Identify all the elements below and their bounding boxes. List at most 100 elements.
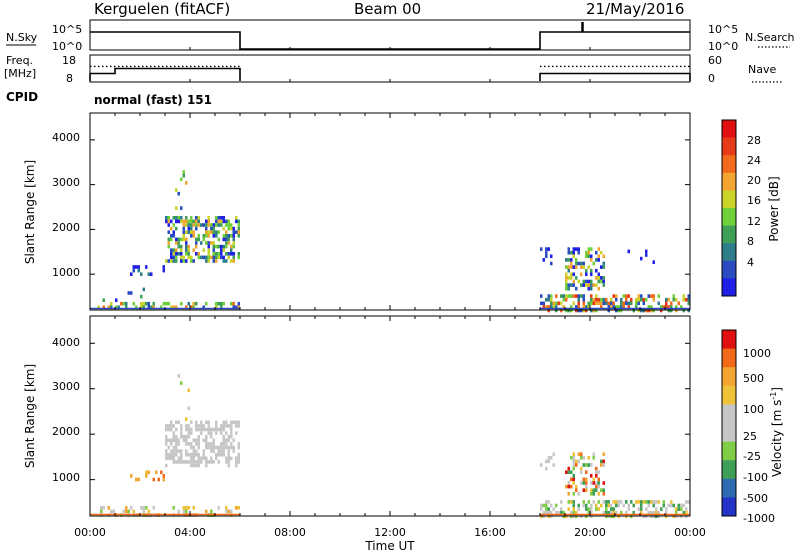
power-cell (562, 297, 565, 302)
velocity-cell (570, 500, 573, 504)
velocity-cell (567, 492, 570, 496)
power-cell (575, 247, 578, 251)
power-frame (89, 112, 691, 311)
power-cell (210, 226, 213, 231)
velocity-colorbar-swatch (722, 423, 736, 442)
power-cell (570, 261, 573, 266)
power-cell (215, 305, 218, 310)
nsky-frame (89, 19, 691, 51)
power-cell (182, 226, 185, 231)
velocity-cell (555, 503, 558, 508)
velocity-cell (582, 503, 585, 508)
power-cell (587, 279, 590, 284)
velocity-cell (605, 500, 608, 504)
power-ytick-1000: 1000 (52, 266, 80, 279)
power-cell (615, 305, 618, 309)
velocity-cell (177, 374, 180, 378)
velocity-cell (220, 445, 223, 450)
velocity-cell (227, 434, 230, 439)
velocity-cell (607, 500, 610, 504)
velocity-cell (547, 459, 550, 464)
power-colorbar-swatch (722, 278, 736, 297)
xtick-0: 00:00 (74, 526, 106, 539)
velocity-cell (610, 503, 613, 508)
velocity-cell (165, 442, 168, 446)
power-cell (675, 297, 678, 302)
velocity-cell (595, 466, 598, 471)
power-colorbar-swatch (722, 155, 736, 174)
velocity-cell (225, 509, 228, 514)
power-cell (615, 294, 618, 298)
velocity-cell (200, 456, 203, 461)
power-cell (237, 252, 240, 256)
velocity-cell (185, 460, 188, 464)
power-cell (190, 230, 193, 234)
velocity-cell (550, 456, 553, 460)
velocity-cell (552, 463, 555, 467)
velocity-cell (617, 503, 620, 508)
power-cell (192, 301, 195, 306)
power-cell (652, 297, 655, 302)
velocity-cell (202, 452, 205, 457)
power-cell (232, 305, 235, 310)
power-cell (152, 301, 155, 306)
power-cell (195, 301, 198, 306)
power-cell (230, 301, 233, 306)
velocity-cell (170, 452, 173, 457)
velocity-cell (600, 463, 603, 467)
velocity-ytick-3000: 3000 (52, 380, 80, 393)
velocity-cell (655, 510, 658, 515)
power-cell (590, 301, 593, 306)
velocity-cell (197, 445, 200, 450)
power-cell (172, 223, 175, 227)
velocity-cell (570, 477, 573, 482)
power-cell (147, 272, 150, 276)
velocity-cell (127, 509, 130, 514)
power-cell (205, 226, 208, 231)
xtick-2: 08:00 (274, 526, 306, 539)
velocity-cell (125, 509, 128, 514)
velocity-cell (580, 466, 583, 471)
velocity-cell (590, 503, 593, 508)
power-cell (175, 252, 178, 256)
power-cbtick-20: 20 (747, 174, 761, 187)
power-cell (150, 272, 153, 276)
velocity-cell (230, 424, 233, 428)
power-cell (165, 219, 168, 224)
power-cell (595, 294, 598, 298)
velocity-cell (580, 456, 583, 460)
velocity-cell (172, 438, 175, 443)
velocity-cell (167, 445, 170, 450)
velocity-cell (180, 381, 183, 385)
power-cell (132, 265, 135, 269)
velocity-cell (192, 463, 195, 468)
velocity-cell (542, 510, 545, 515)
power-cell (567, 283, 570, 287)
nsearch-ytick-bottom: 10^0 (708, 40, 738, 53)
velocity-cell (205, 438, 208, 443)
velocity-cell (592, 500, 595, 504)
power-cell (212, 259, 215, 263)
power-cell (550, 294, 553, 298)
power-cell (620, 297, 623, 302)
velocity-cell (227, 509, 230, 514)
power-cell (220, 301, 223, 306)
power-cell (202, 234, 205, 238)
power-cell (182, 230, 185, 234)
power-cell (542, 301, 545, 306)
power-cell (587, 265, 590, 269)
velocity-ylabel: Slant Range [km] (23, 364, 37, 468)
power-cell (602, 279, 605, 284)
power-cell (177, 191, 180, 196)
power-cell (565, 265, 568, 269)
velocity-cell (567, 470, 570, 474)
power-cell (217, 237, 220, 242)
power-cell (215, 259, 218, 263)
power-cell (222, 226, 225, 231)
velocity-cell (567, 481, 570, 485)
velocity-cell (187, 452, 190, 457)
velocity-cell (615, 510, 618, 515)
power-cell (217, 219, 220, 224)
power-cell (197, 255, 200, 260)
power-cell (622, 301, 625, 306)
